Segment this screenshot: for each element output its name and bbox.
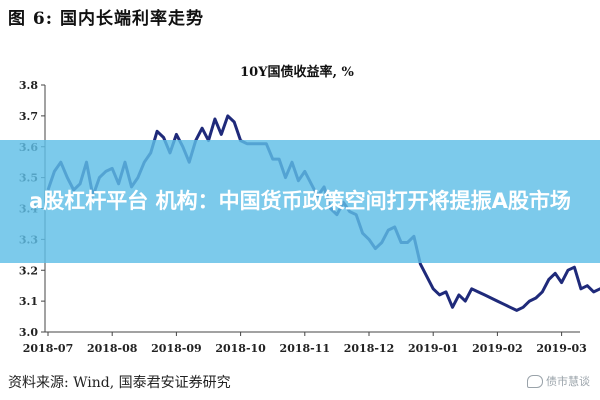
y-tick-label: 3.1	[19, 295, 38, 308]
x-tick-label: 2018-11	[280, 342, 331, 355]
watermark-text: 债市慧谈	[546, 375, 590, 388]
watermark: 债市慧谈	[527, 373, 590, 389]
y-tick-label: 3.7	[19, 110, 38, 123]
x-tick-label: 2018-07	[23, 342, 74, 355]
x-tick-label: 2018-08	[87, 342, 138, 355]
figure-title: 图 6: 国内长端利率走势	[8, 9, 204, 29]
y-tick-label: 3.0	[19, 326, 38, 339]
x-tick-label: 2018-09	[151, 342, 202, 355]
x-tick-label: 2018-12	[344, 342, 395, 355]
x-tick-label: 2018-10	[215, 342, 266, 355]
y-tick-label: 3.8	[19, 79, 38, 92]
x-tick-label: 2019-03	[536, 342, 587, 355]
x-tick-label: 2019-01	[408, 342, 459, 355]
y-tick-label: 3.2	[19, 264, 38, 277]
x-axis: 2018-07 2018-08 2018-09 2018-10 2018-11 2018-…	[23, 332, 587, 355]
source-note: 资料来源: Wind, 国泰君安证券研究	[8, 375, 231, 391]
x-tick-label: 2019-02	[472, 342, 523, 355]
overlay-banner[interactable]: a股杠杆平台 机构：中国货币政策空间打开将提振A股市场	[0, 140, 600, 263]
chart-title: 10Y国债收益率, %	[240, 64, 354, 80]
banner-headline[interactable]: a股杠杆平台 机构：中国货币政策空间打开将提振A股市场	[29, 189, 571, 213]
chat-bubble-icon	[527, 374, 543, 388]
